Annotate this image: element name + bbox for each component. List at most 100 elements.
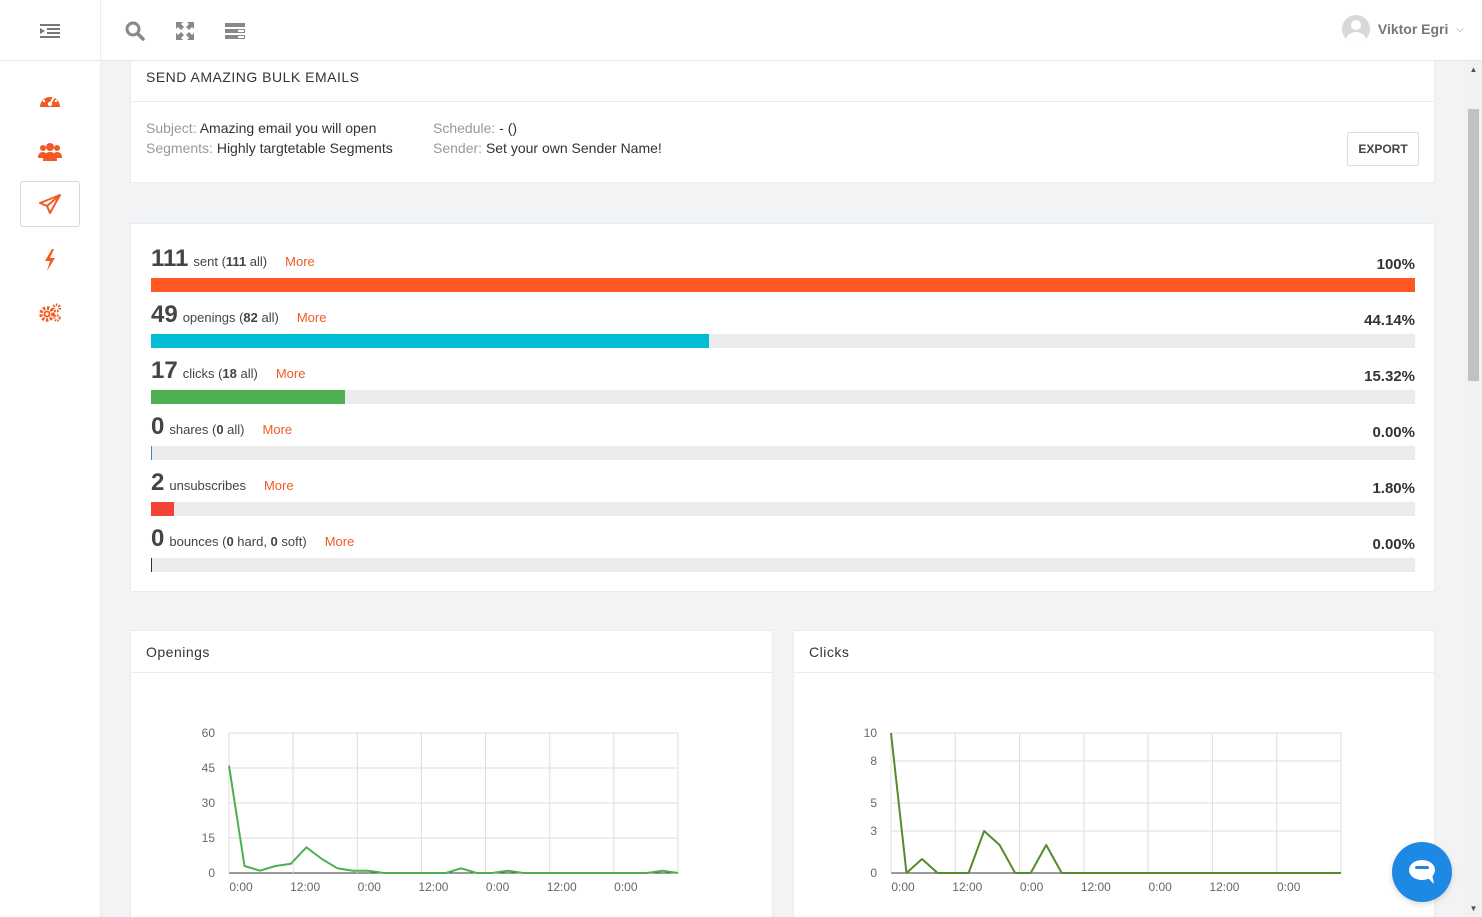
stat-percentage: 0.00% <box>1372 424 1415 441</box>
lightning-icon <box>43 249 57 271</box>
x-tick-label: 0:00 <box>1148 880 1172 894</box>
settings-icon <box>38 302 62 324</box>
stat-label-pre: clicks ( <box>182 366 223 381</box>
chat-button[interactable] <box>1392 842 1452 902</box>
stat-label-bold: 111 <box>225 254 247 269</box>
page-scrollbar[interactable]: ▲ ▼ <box>1465 61 1482 917</box>
scroll-up-icon[interactable]: ▲ <box>1469 65 1478 74</box>
stat-number: 0 <box>151 525 165 552</box>
layout-icon[interactable] <box>224 20 246 42</box>
segments-value: Highly targtetable Segments <box>216 140 393 156</box>
search-icon[interactable] <box>124 20 146 42</box>
stat-label-bold: 18 <box>222 366 237 381</box>
stats-panel: 111 sent (111 all) More 100% 49 openings (82 … <box>130 223 1435 592</box>
stat-label: clicks (18 all) <box>183 366 258 381</box>
progress-track <box>151 502 1415 516</box>
schedule-value: - () <box>499 120 518 136</box>
y-tick-label: 0 <box>208 866 215 880</box>
more-link[interactable]: More <box>285 254 315 269</box>
stat-row: 2 unsubscribes More 1.80% <box>151 469 1415 525</box>
y-tick-label: 15 <box>202 831 216 845</box>
stat-percentage: 15.32% <box>1364 368 1415 385</box>
progress-fill <box>151 446 152 460</box>
x-tick-label: 12:00 <box>1209 880 1239 894</box>
x-tick-label: 12:00 <box>418 880 448 894</box>
more-link[interactable]: More <box>275 366 306 381</box>
more-link[interactable]: More <box>262 422 293 437</box>
stat-percentage: 44.14% <box>1364 312 1415 329</box>
more-link[interactable]: More <box>263 478 294 493</box>
user-menu[interactable]: Viktor Egri ⌵ <box>1341 14 1464 44</box>
fullscreen-icon[interactable] <box>174 20 196 42</box>
clicks-chart: 0 3 5 8 10 0:00 12:00 0:00 12:00 0:00 12:00 0:00 <box>864 726 1342 894</box>
x-tick-label: 0:00 <box>614 880 638 894</box>
campaign-summary-panel: SEND AMAZING BULK EMAILS Subject: Amazin… <box>130 61 1435 183</box>
schedule-key: Schedule: <box>433 120 496 136</box>
stat-label-bold: 0 <box>226 534 234 549</box>
progress-track <box>151 390 1415 404</box>
users-icon <box>38 142 62 162</box>
y-tick-label: 0 <box>870 866 877 880</box>
scroll-thumb[interactable] <box>1468 109 1479 381</box>
sidebar-item-campaigns[interactable] <box>20 181 80 227</box>
stat-head: 2 unsubscribes More <box>151 469 294 499</box>
progress-fill <box>151 278 1415 292</box>
brand-area <box>0 0 101 61</box>
chevron-down-icon: ⌵ <box>1456 23 1464 35</box>
menu-toggle-icon[interactable] <box>40 23 60 39</box>
x-tick-label: 0:00 <box>891 880 915 894</box>
progress-fill <box>151 334 709 348</box>
more-link[interactable]: More <box>296 310 327 325</box>
stat-row: 111 sent (111 all) More 100% <box>151 245 1415 301</box>
x-tick-label: 0:00 <box>358 880 382 894</box>
stat-number: 49 <box>151 301 178 328</box>
x-tick-label: 0:00 <box>1020 880 1044 894</box>
sidebar-item-automation[interactable] <box>20 237 80 283</box>
stat-label-pre: bounces ( <box>169 534 227 549</box>
y-tick-label: 30 <box>202 796 216 810</box>
stat-label: shares (0 all) <box>169 422 244 437</box>
stat-label: sent (111 all) <box>193 254 267 269</box>
chat-bubble-icon <box>1407 858 1437 886</box>
y-tick-label: 3 <box>870 824 877 838</box>
stat-label-pre: openings ( <box>182 310 244 325</box>
campaign-title: SEND AMAZING BULK EMAILS <box>146 69 360 85</box>
scroll-down-icon[interactable]: ▼ <box>1469 904 1478 913</box>
progress-fill <box>151 558 152 572</box>
stat-row: 0 bounces (0 hard, 0 soft) More 0.00% <box>151 525 1415 581</box>
stat-label-mid: all) <box>246 254 268 269</box>
x-tick-label: 12:00 <box>547 880 577 894</box>
stat-percentage: 1.80% <box>1372 480 1415 497</box>
stat-label-pre: sent ( <box>193 254 226 269</box>
y-tick-label: 45 <box>202 761 216 775</box>
x-tick-label: 0:00 <box>1277 880 1301 894</box>
stat-percentage: 0.00% <box>1372 536 1415 553</box>
series-line <box>890 732 1341 874</box>
stat-label: unsubscribes <box>169 478 246 493</box>
x-tick-label: 0:00 <box>486 880 510 894</box>
stat-head: 0 bounces (0 hard, 0 soft) More <box>151 525 354 555</box>
export-button[interactable]: EXPORT <box>1347 132 1419 166</box>
openings-chart-title: Openings <box>146 644 210 660</box>
stat-row: 49 openings (82 all) More 44.14% <box>151 301 1415 357</box>
more-link[interactable]: More <box>324 534 355 549</box>
progress-fill <box>151 502 174 516</box>
x-tick-label: 12:00 <box>290 880 320 894</box>
sidebar-item-dashboard[interactable] <box>20 77 80 123</box>
stat-label-pre: unsubscribes <box>169 478 246 493</box>
stat-label-bold: 0 <box>216 422 224 437</box>
stat-label: bounces (0 hard, 0 soft) <box>169 534 306 549</box>
stat-head: 111 sent (111 all) More <box>151 245 315 275</box>
divider <box>131 672 772 673</box>
stat-label-mid: all) <box>236 366 258 381</box>
dashboard-icon <box>39 91 61 109</box>
stat-label-mid: all) <box>257 310 279 325</box>
segments-key: Segments: <box>146 140 213 156</box>
sidebar <box>0 61 101 917</box>
sidebar-item-users[interactable] <box>20 129 80 175</box>
sidebar-item-settings[interactable] <box>20 290 80 336</box>
avatar <box>1341 15 1370 43</box>
clicks-chart-panel: Clicks 0 3 5 8 10 0:00 12:00 0:00 12:00 0:00 12:00… <box>793 630 1435 917</box>
divider <box>131 101 1434 102</box>
y-tick-label: 8 <box>870 754 877 768</box>
